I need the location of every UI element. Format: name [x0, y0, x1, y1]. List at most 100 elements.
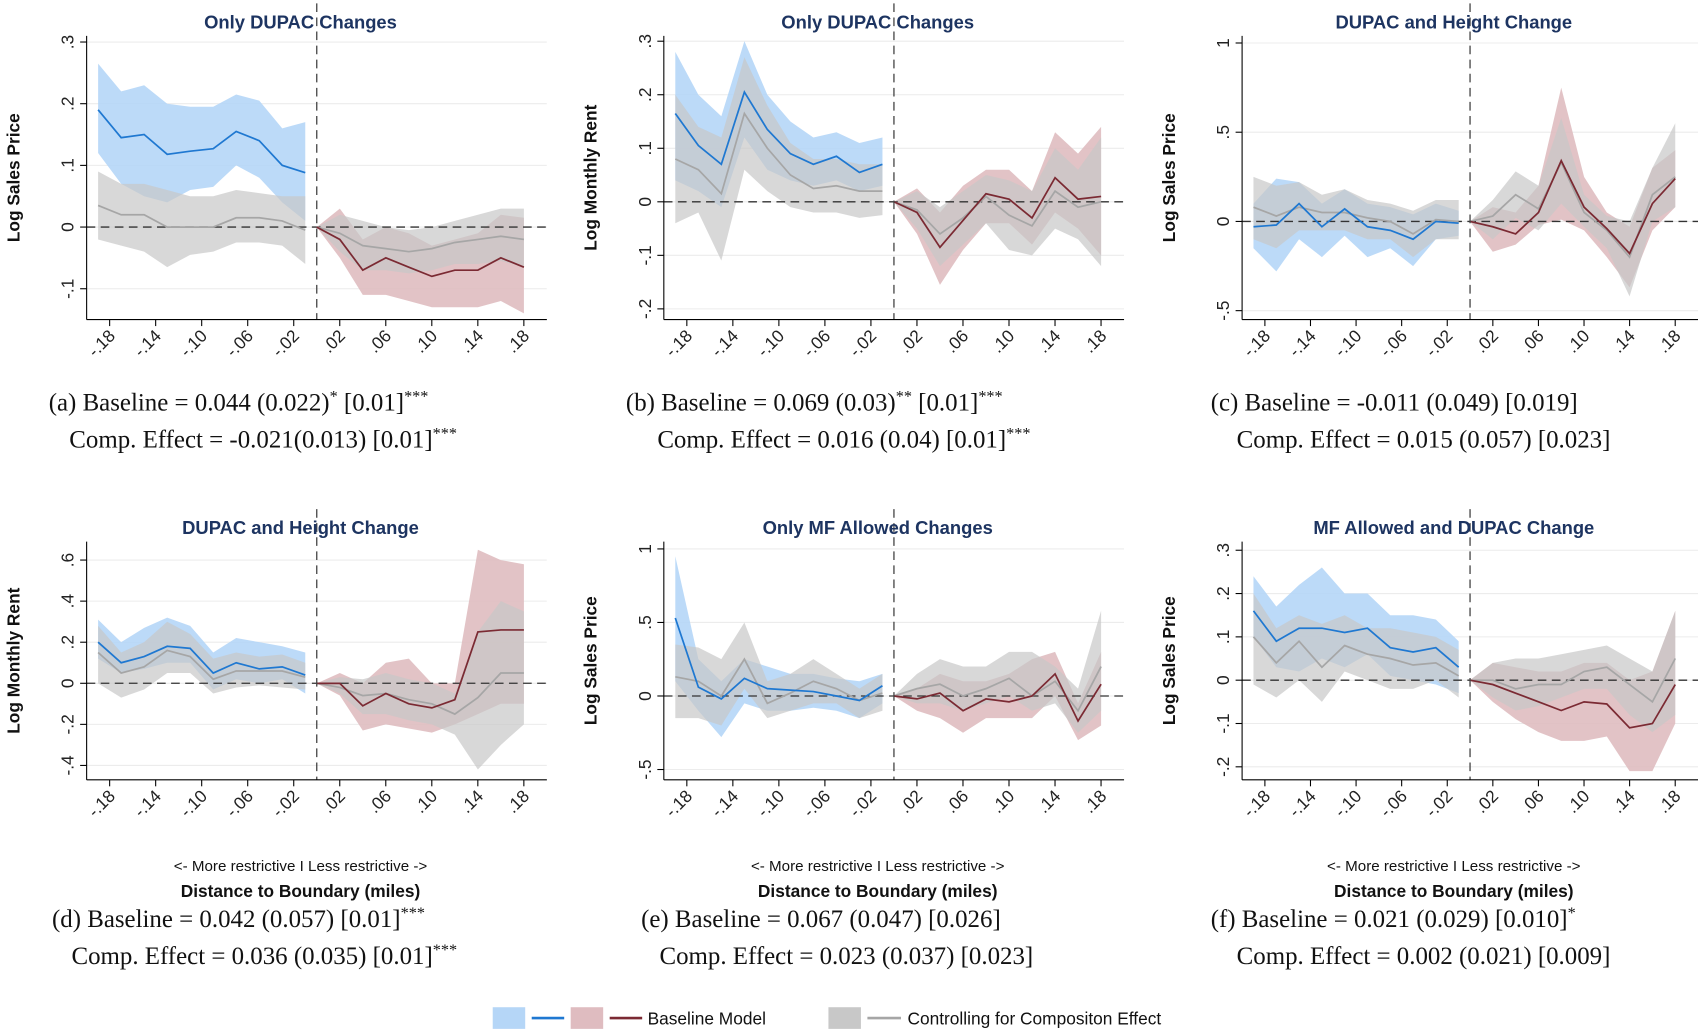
y-axis-label: Log Sales Price	[1159, 596, 1179, 725]
plot-area	[1242, 549, 1698, 772]
x-tick-label: .18	[1079, 786, 1110, 817]
line	[97, 109, 306, 174]
x-tick-label: -.06	[799, 786, 834, 821]
x-tick-label: .02	[318, 326, 349, 357]
line	[675, 657, 883, 705]
confidence-band	[98, 63, 306, 221]
line	[1253, 206, 1459, 235]
x-tick-label: -.10	[1330, 326, 1365, 361]
x-tick-label: .14	[456, 786, 487, 817]
confidence-band	[675, 57, 883, 261]
x-tick-label: .10	[1562, 786, 1593, 817]
y-tick-label: .3	[1213, 543, 1233, 557]
x-tick-label: .02	[895, 786, 926, 817]
x-tick-label: .06	[1517, 326, 1548, 357]
line	[674, 111, 883, 196]
x-tick-label: -.02	[268, 326, 303, 361]
caption: Comp. Effect = 0.002 (0.021) [0.009]	[1237, 943, 1611, 970]
x-tick-label: -.02	[845, 326, 880, 361]
x-tick-label: .14	[456, 325, 487, 356]
x-tick-label: -.18	[1239, 326, 1274, 361]
x-tick-label: -.06	[222, 786, 257, 821]
y-tick-label: 1	[635, 544, 655, 554]
legend-swatch	[492, 1007, 526, 1029]
x-axis-note: <- More restrictive I Less restrictive -…	[1327, 858, 1581, 875]
line	[1252, 610, 1460, 668]
plot-area	[86, 41, 547, 314]
y-tick-label: .2	[58, 635, 78, 649]
confidence-band	[893, 137, 1102, 267]
chart-title: DUPAC and Height Change	[182, 517, 419, 538]
line	[316, 226, 525, 278]
x-tick-label: -.02	[1421, 786, 1456, 821]
x-tick-label: .14	[1608, 325, 1639, 356]
y-axis-label: Log Sales Price	[3, 113, 23, 242]
x-axis-note: <- More restrictive I Less restrictive -…	[174, 858, 428, 875]
legend-swatch	[570, 1007, 604, 1029]
x-axis-label: Distance to Boundary (miles)	[181, 881, 421, 901]
confidence-band	[1470, 610, 1676, 733]
caption: (b) Baseline = 0.069 (0.03)** [0.01]***	[626, 388, 1003, 417]
x-tick-label: -.02	[268, 786, 303, 821]
line	[893, 189, 1102, 236]
line	[316, 226, 525, 253]
y-axis-label: Log Sales Price	[1159, 113, 1179, 242]
y-tick-label: .4	[58, 594, 78, 609]
line	[893, 176, 1102, 249]
confidence-band	[893, 610, 1102, 733]
chart-title: Only DUPAC Changes	[781, 11, 974, 32]
x-tick-label: .18	[502, 326, 533, 357]
y-tick-label: 1	[1213, 38, 1233, 48]
x-tick-label: -.06	[222, 326, 257, 361]
x-tick-label: .18	[502, 786, 533, 817]
confidence-band	[98, 171, 306, 268]
y-tick-label: -.2	[58, 714, 78, 734]
x-tick-label: .10	[410, 326, 441, 357]
x-tick-label: -.18	[84, 786, 119, 821]
caption: Comp. Effect = -0.021(0.013) [0.01]***	[69, 424, 457, 453]
line	[1253, 202, 1459, 241]
x-axis-note: <- More restrictive I Less restrictive -…	[751, 858, 1005, 875]
y-tick-label: .1	[635, 141, 655, 155]
x-tick-label: .06	[364, 326, 395, 357]
plot-area	[86, 549, 547, 770]
y-tick-label: -.1	[1213, 713, 1233, 733]
y-tick-label: -.5	[635, 759, 655, 779]
line	[316, 672, 524, 716]
legend-label: Baseline Model	[648, 1009, 766, 1029]
x-tick-label: -.02	[845, 786, 880, 821]
chart-title: DUPAC and Height Change	[1335, 11, 1572, 32]
line	[1469, 160, 1676, 259]
caption: (e) Baseline = 0.067 (0.047) [0.026]	[641, 906, 1001, 933]
confidence-band	[675, 622, 883, 726]
chart-title: Only MF Allowed Changes	[763, 517, 993, 538]
x-tick-label: -.06	[1376, 326, 1411, 361]
x-tick-label: -.02	[1421, 326, 1456, 361]
legend-swatch	[828, 1007, 861, 1029]
x-axis-label: Distance to Boundary (miles)	[1334, 881, 1574, 901]
y-tick-label: .2	[635, 88, 655, 102]
x-tick-label: .18	[1653, 786, 1684, 817]
x-tick-label: -.10	[1330, 786, 1365, 821]
y-tick-label: -.4	[58, 755, 78, 776]
line	[97, 649, 306, 681]
line	[97, 641, 306, 676]
y-tick-label: .2	[58, 96, 78, 110]
line	[1469, 679, 1677, 729]
x-tick-label: -.14	[130, 325, 165, 360]
confidence-band	[1253, 593, 1459, 702]
y-tick-label: 0	[1213, 217, 1233, 227]
y-tick-label: .1	[1213, 630, 1233, 644]
chart-title: Only DUPAC Changes	[204, 11, 397, 32]
y-tick-label: .5	[1213, 125, 1233, 139]
x-tick-label: -.14	[707, 786, 742, 821]
x-tick-label: -.18	[1239, 786, 1274, 821]
x-tick-label: .14	[1608, 786, 1639, 817]
x-tick-label: .02	[895, 326, 926, 357]
plot-area	[663, 40, 1125, 310]
x-tick-label: -.14	[130, 786, 165, 821]
x-tick-label: .02	[318, 786, 349, 817]
x-tick-label: -.10	[176, 786, 211, 821]
caption: (a) Baseline = 0.044 (0.022)* [0.01]***	[49, 388, 429, 417]
y-tick-label: .5	[635, 615, 655, 629]
